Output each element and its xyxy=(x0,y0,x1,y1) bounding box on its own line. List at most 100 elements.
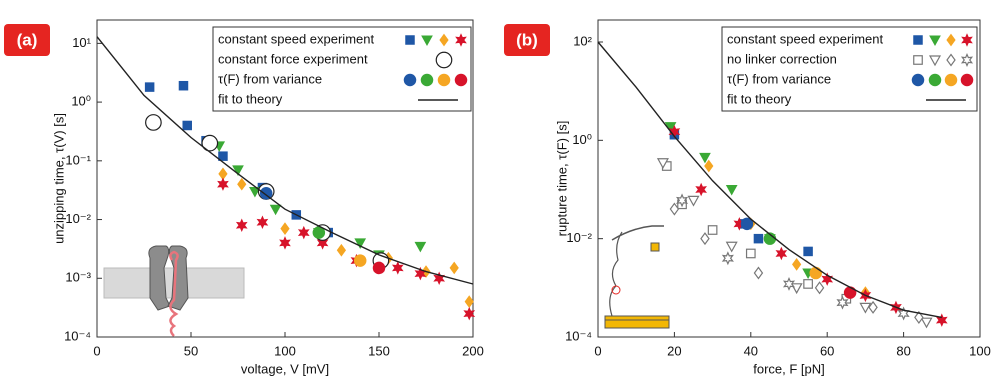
legend-symbol xyxy=(455,33,467,47)
data-point xyxy=(353,254,367,267)
data-point xyxy=(218,151,228,161)
legend-label: fit to theory xyxy=(727,91,792,106)
data-point xyxy=(297,225,310,240)
data-point xyxy=(664,122,677,133)
data-point xyxy=(217,177,229,191)
data-point xyxy=(182,120,192,131)
legend-label: constant force experiment xyxy=(218,51,368,66)
plot-frame xyxy=(597,19,981,338)
legend-label: no linker correction xyxy=(727,51,837,66)
data-point xyxy=(700,232,710,246)
data-point xyxy=(699,152,711,164)
data-point xyxy=(656,158,669,169)
y-axis-label: unzipping time, τ(V) [s] xyxy=(51,113,66,244)
data-point xyxy=(280,222,290,235)
legend-symbol xyxy=(944,73,958,87)
data-point xyxy=(259,187,273,200)
y-tick-label: 10⁰ xyxy=(572,132,592,147)
legend-symbol xyxy=(960,73,974,87)
data-point xyxy=(753,233,764,244)
data-point xyxy=(232,165,244,176)
data-point xyxy=(836,295,849,310)
legend-symbol xyxy=(928,73,942,87)
y-tick-label: 10⁻⁴ xyxy=(64,328,91,343)
data-point xyxy=(687,195,700,207)
legend-symbol xyxy=(946,33,956,47)
y-tick-label: 10⁰ xyxy=(71,94,91,109)
panel-badge xyxy=(504,24,550,56)
data-point xyxy=(753,266,764,280)
x-tick-label: 0 xyxy=(594,343,601,358)
data-point xyxy=(859,302,872,314)
data-point xyxy=(790,283,803,295)
legend-label: constant speed experiment xyxy=(727,31,883,46)
data-point xyxy=(464,295,474,308)
legend-symbol xyxy=(454,73,468,87)
legend-symbol xyxy=(403,73,417,87)
data-point xyxy=(775,246,788,261)
data-point xyxy=(675,193,689,208)
data-point xyxy=(843,286,857,299)
data-point xyxy=(336,243,347,257)
data-point xyxy=(803,279,813,289)
legend-symbol xyxy=(928,55,942,67)
data-point xyxy=(695,182,707,197)
data-point xyxy=(256,215,269,229)
data-point xyxy=(145,114,162,131)
legend-label: τ(F) from variance xyxy=(218,71,322,86)
x-tick-label: 100 xyxy=(274,343,296,358)
x-axis-label: voltage, V [mV] xyxy=(241,361,329,376)
fit-line xyxy=(597,41,942,319)
legend-label: fit to theory xyxy=(218,91,283,106)
panel-badge xyxy=(4,24,50,56)
data-point xyxy=(809,266,822,280)
data-point xyxy=(868,300,878,314)
data-point xyxy=(269,204,282,216)
panel-label: (a) xyxy=(17,30,38,49)
data-point xyxy=(725,241,738,253)
x-tick-label: 20 xyxy=(667,343,681,358)
afm-inset xyxy=(604,225,670,329)
data-point xyxy=(391,261,404,275)
legend-symbol xyxy=(913,55,923,65)
data-point xyxy=(235,218,248,232)
y-tick-label: 10² xyxy=(573,33,592,48)
legend-symbol xyxy=(960,53,974,67)
legend-label: τ(F) from variance xyxy=(727,71,831,86)
data-point xyxy=(920,317,933,329)
y-axis-label: rupture time, τ(F) [s] xyxy=(554,121,569,237)
data-point xyxy=(372,261,386,275)
legend-symbol xyxy=(420,73,434,87)
data-point xyxy=(740,217,754,231)
legend-symbol xyxy=(929,35,941,47)
legend-symbol xyxy=(946,53,956,67)
panel-label: (b) xyxy=(516,30,538,49)
data-point xyxy=(704,159,714,173)
data-point xyxy=(201,134,219,152)
data-point xyxy=(814,281,825,295)
data-point xyxy=(433,271,445,286)
y-tick-label: 10⁻² xyxy=(65,211,91,226)
nanopore-inset xyxy=(103,245,245,337)
x-tick-label: 40 xyxy=(744,343,758,358)
data-point xyxy=(249,187,261,198)
data-point xyxy=(821,272,834,286)
y-tick-label: 10⁻¹ xyxy=(65,152,91,167)
legend-symbol xyxy=(437,73,451,87)
x-tick-label: 0 xyxy=(93,343,100,358)
legend-symbol xyxy=(913,35,923,45)
y-tick-label: 10⁻⁴ xyxy=(565,328,592,343)
data-point xyxy=(237,177,247,191)
legend-symbol xyxy=(439,33,449,47)
data-point xyxy=(178,80,189,91)
legend-label: constant speed experiment xyxy=(218,31,374,46)
legend-symbol xyxy=(435,51,453,69)
data-point xyxy=(725,184,738,196)
data-point xyxy=(279,236,291,250)
legend-symbol xyxy=(421,35,433,47)
x-tick-label: 200 xyxy=(462,343,484,358)
x-tick-label: 80 xyxy=(896,343,910,358)
data-point xyxy=(745,248,756,259)
data-point xyxy=(354,238,367,249)
